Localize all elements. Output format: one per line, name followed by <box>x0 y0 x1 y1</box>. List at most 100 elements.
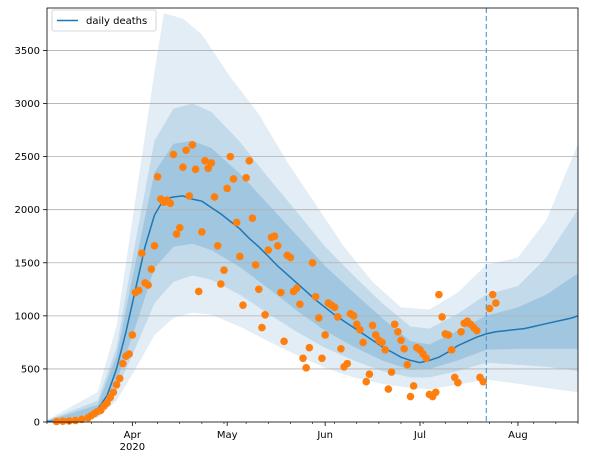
data-point <box>134 286 143 295</box>
data-point <box>479 377 487 386</box>
data-point <box>273 241 282 250</box>
band-inner <box>47 140 578 422</box>
legend: daily deaths <box>51 9 157 32</box>
data-point <box>387 368 396 376</box>
legend-label: daily deaths <box>86 16 147 27</box>
y-tick-label: 2000 <box>15 205 40 216</box>
data-point <box>333 313 342 321</box>
x-tick-label: Aug <box>508 430 528 441</box>
y-tick-label: 3000 <box>15 99 40 110</box>
x-tick-label: Jun <box>316 430 333 441</box>
data-point <box>492 299 500 307</box>
data-point <box>384 385 393 393</box>
data-point <box>175 223 184 232</box>
y-tick-label: 2500 <box>15 152 40 163</box>
series-line <box>46 195 579 423</box>
y-tick-label: 3500 <box>15 46 40 57</box>
data-point <box>71 416 80 425</box>
data-point <box>112 381 121 389</box>
data-point <box>226 152 235 161</box>
data-point <box>286 253 295 262</box>
data-point <box>125 350 133 358</box>
data-point <box>115 374 124 383</box>
data-point <box>318 354 326 363</box>
data-point <box>400 344 408 353</box>
data-point <box>403 360 412 369</box>
x-tick-label: Apr <box>124 430 142 441</box>
data-point <box>220 266 228 275</box>
data-point <box>232 218 241 227</box>
data-point <box>280 337 288 346</box>
data-point <box>210 193 219 201</box>
data-point <box>251 261 260 269</box>
data-point <box>188 141 197 149</box>
data-point <box>292 284 301 293</box>
data-point <box>144 281 152 289</box>
data-point <box>128 331 137 339</box>
data-point <box>59 417 67 425</box>
data-point <box>270 232 279 241</box>
data-point <box>239 301 247 310</box>
data-point <box>444 331 453 339</box>
x-tick-label: Jul <box>413 430 426 441</box>
data-point <box>368 321 377 330</box>
data-point <box>52 417 61 426</box>
legend-box <box>51 9 157 32</box>
data-point <box>321 331 329 339</box>
data-point <box>191 165 200 174</box>
data-point <box>390 320 399 329</box>
series-points-layer <box>52 141 500 426</box>
data-point <box>343 359 352 368</box>
data-point <box>248 214 257 222</box>
data-point <box>194 287 203 296</box>
data-point <box>198 228 206 236</box>
data-point <box>422 354 431 363</box>
data-point <box>150 241 159 250</box>
data-point <box>296 300 304 308</box>
y-tick-label: 1500 <box>15 258 40 269</box>
data-point <box>179 163 187 172</box>
data-point <box>406 392 415 401</box>
data-point <box>431 388 440 397</box>
data-point <box>261 310 269 319</box>
data-point <box>229 175 238 183</box>
data-point <box>330 303 339 312</box>
data-point <box>315 314 323 322</box>
confidence-bands <box>47 13 578 423</box>
data-point <box>109 388 118 397</box>
data-point <box>153 172 162 181</box>
x-tick-label: May <box>217 430 238 441</box>
data-point <box>166 199 175 208</box>
data-point <box>147 265 156 273</box>
x-tick-sublabel: 2020 <box>120 442 145 453</box>
data-point <box>359 338 367 347</box>
band-outer <box>47 13 578 423</box>
data-point <box>308 258 317 267</box>
data-point <box>172 230 181 238</box>
y-tick-label: 0 <box>34 418 40 429</box>
data-point <box>454 378 462 387</box>
data-point <box>217 280 225 288</box>
data-point <box>337 344 345 353</box>
y-tick-label: 500 <box>21 364 40 375</box>
data-point <box>77 415 86 424</box>
data-point <box>182 146 190 155</box>
data-point <box>138 249 146 258</box>
data-point <box>435 290 443 299</box>
series-line-layer <box>46 195 579 423</box>
data-point <box>362 377 371 386</box>
data-point <box>65 417 73 425</box>
data-point <box>254 285 263 294</box>
data-point <box>302 364 310 372</box>
data-point <box>169 150 178 159</box>
data-point <box>201 157 209 165</box>
data-point <box>381 346 389 354</box>
data-point <box>245 157 254 165</box>
y-tick-label: 1000 <box>15 311 40 322</box>
data-point <box>277 288 285 297</box>
data-point <box>485 304 494 313</box>
data-point <box>311 292 320 301</box>
data-point <box>349 312 358 320</box>
